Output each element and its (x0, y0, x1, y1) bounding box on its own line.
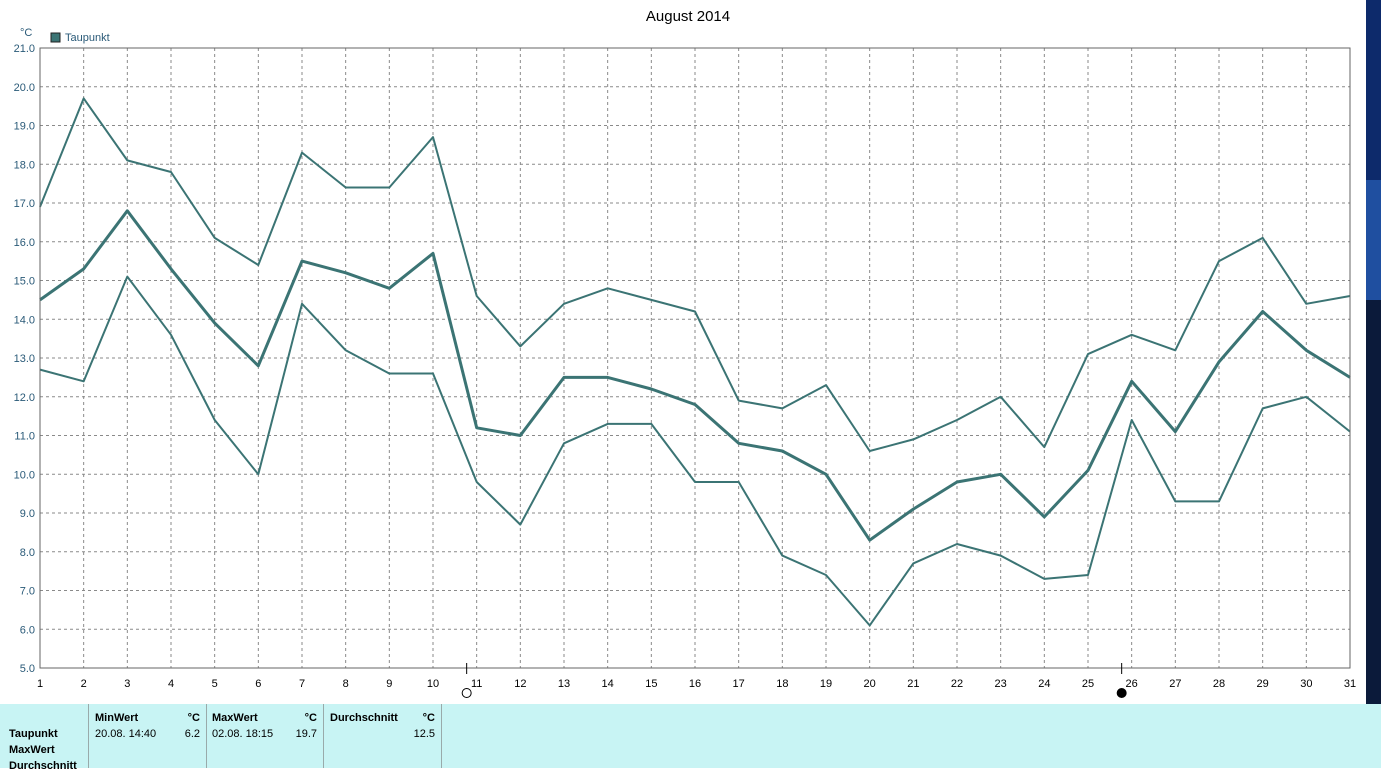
avg-column: Durchschnitt °C 12.5 (324, 704, 442, 768)
max-unit: °C (304, 712, 317, 724)
x-tick-label: 22 (951, 678, 963, 690)
avg-unit: °C (422, 712, 435, 724)
x-tick-label: 25 (1082, 678, 1094, 690)
y-tick-label: 12.0 (14, 392, 35, 404)
x-tick-label: 15 (645, 678, 657, 690)
x-tick-label: 24 (1038, 678, 1050, 690)
x-axis-ticks: 1 2 3 4 5 6 7 8 9 10 11 12 13 14 15 16 17 18 19 20 21 22 23 24 2… (37, 678, 1356, 690)
plot-frame (39, 47, 1351, 669)
x-tick-label: 21 (907, 678, 919, 690)
x-tick-label: 12 (514, 678, 526, 690)
row-label-taupunkt: Taupunkt (9, 728, 58, 740)
x-tick-label: 2 (81, 678, 87, 690)
avg-value: 12.5 (413, 728, 435, 740)
x-tick-label: 4 (168, 678, 174, 690)
y-tick-label: 13.0 (14, 353, 35, 365)
x-tick-label: 23 (995, 678, 1007, 690)
new-moon-icon (1116, 688, 1127, 698)
y-tick-label: 16.0 (14, 237, 35, 249)
min-time: 20.08. 14:40 (95, 728, 157, 740)
x-tick-label: 28 (1213, 678, 1225, 690)
x-tick-label: 27 (1169, 678, 1181, 690)
x-tick-label: 13 (558, 678, 570, 690)
x-tick-label: 19 (820, 678, 832, 690)
min-column: MinWert °C 20.08. 14:40 6.2 (88, 704, 207, 768)
x-tick-label: 30 (1300, 678, 1312, 690)
chart-title: August 2014 (646, 8, 730, 25)
dewpoint-chart: August 2014 °C Taupunkt 5.0 6.0 7.0 8.0 9.0 1… (14, 8, 1356, 698)
x-tick-label: 1 (37, 678, 43, 690)
row-label-durchschnitt: Durchschnitt (9, 760, 77, 772)
stats-panel: Taupunkt MaxWert Durchschnitt MinWert °C… (0, 704, 1381, 772)
desktop-edge (1366, 0, 1381, 704)
max-header: MaxWert (212, 712, 258, 724)
x-tick-label: 29 (1257, 678, 1269, 690)
y-axis-unit: °C (20, 27, 32, 39)
max-column: MaxWert °C 02.08. 18:15 19.7 (206, 704, 324, 768)
min-header: MinWert (95, 712, 139, 724)
x-tick-label: 18 (776, 678, 788, 690)
row-label-maxwert: MaxWert (9, 744, 55, 756)
x-tick-label: 17 (733, 678, 745, 690)
x-tick-label: 10 (427, 678, 439, 690)
y-tick-label: 10.0 (14, 469, 35, 481)
grid-lines (40, 48, 1350, 668)
series-line-1 (39, 97, 1351, 452)
x-tick-label: 9 (386, 678, 392, 690)
y-tick-label: 20.0 (14, 82, 35, 94)
x-tick-label: 8 (343, 678, 349, 690)
x-tick-label: 5 (212, 678, 218, 690)
y-tick-label: 11.0 (14, 431, 35, 443)
x-tick-label: 7 (299, 678, 305, 690)
x-tick-label: 31 (1344, 678, 1356, 690)
x-tick-label: 14 (602, 678, 614, 690)
y-tick-label: 9.0 (20, 508, 35, 520)
legend-swatch (50, 32, 61, 43)
series-line-3 (39, 275, 1351, 627)
y-tick-label: 21.0 (14, 43, 35, 55)
max-value: 19.7 (295, 728, 317, 740)
legend-label: Taupunkt (65, 32, 110, 44)
y-tick-label: 7.0 (20, 586, 35, 598)
full-moon-icon (461, 688, 472, 698)
min-unit: °C (187, 712, 200, 724)
series-line-2 (39, 209, 1351, 542)
y-tick-label: 8.0 (20, 547, 35, 559)
series-lines (39, 97, 1351, 627)
y-axis-ticks: 5.0 6.0 7.0 8.0 9.0 10.0 11.0 12.0 13.0 14.0 15.0 1… (14, 43, 35, 675)
min-value: 6.2 (184, 728, 200, 740)
y-tick-label: 19.0 (14, 121, 35, 133)
y-tick-label: 15.0 (14, 276, 35, 288)
y-tick-label: 14.0 (14, 314, 35, 326)
moon-phase-markers (461, 663, 1127, 698)
x-tick-label: 3 (124, 678, 130, 690)
y-tick-label: 18.0 (14, 159, 35, 171)
avg-header: Durchschnitt (330, 712, 398, 724)
x-tick-label: 16 (689, 678, 701, 690)
x-tick-label: 20 (864, 678, 876, 690)
x-tick-label: 11 (471, 678, 482, 690)
y-tick-label: 5.0 (20, 663, 35, 675)
y-tick-label: 17.0 (14, 198, 35, 210)
max-time: 02.08. 18:15 (212, 728, 274, 740)
y-tick-label: 6.0 (20, 624, 35, 636)
x-tick-label: 26 (1126, 678, 1138, 690)
x-tick-label: 6 (255, 678, 261, 690)
